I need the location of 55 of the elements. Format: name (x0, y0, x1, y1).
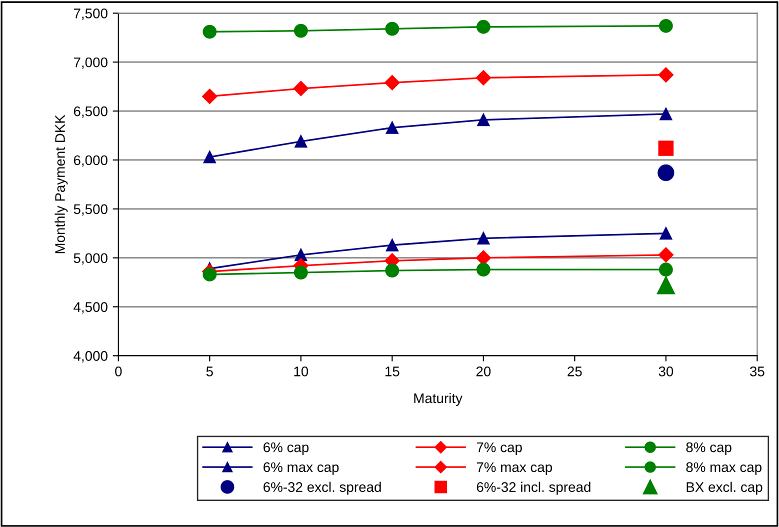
point (658, 67, 674, 82)
legend-label: BX excl. cap (686, 482, 762, 495)
point (658, 164, 674, 182)
x-tick-label: 5 (206, 366, 213, 376)
point (660, 227, 672, 240)
x-tick-label: 20 (476, 366, 491, 376)
point (476, 262, 490, 277)
legend-label: 6%-32 excl. spread (264, 482, 381, 495)
point (660, 108, 672, 120)
point (477, 232, 490, 245)
legend-label: 7% cap (476, 442, 522, 455)
legend-label: 6%-32 incl. spread (476, 482, 590, 495)
x-tick-label: 30 (658, 366, 674, 376)
x-tick-label: 0 (115, 366, 122, 376)
y-axis-title: Monthly Payment DKK (54, 114, 68, 254)
point (294, 24, 308, 38)
legend-label: 6% max cap (264, 462, 339, 475)
point (658, 140, 674, 156)
x-tick-label: 25 (568, 366, 582, 376)
y-tick-label: 5,500 (74, 204, 108, 216)
y-tick-label: 4,000 (74, 351, 108, 363)
y-tick-label: 4,500 (74, 302, 108, 314)
point (386, 121, 398, 134)
y-tick-label: 5,000 (74, 253, 108, 265)
legend-label: 6% cap (264, 442, 309, 455)
y-tick-label: 6,000 (74, 155, 108, 167)
point (202, 268, 217, 282)
point (202, 24, 217, 39)
y-tick-label: 6,500 (74, 106, 108, 118)
point (294, 135, 308, 148)
legend-label: 8% max cap (686, 462, 762, 475)
point (385, 264, 400, 278)
point (658, 18, 673, 33)
point (476, 250, 491, 266)
y-tick-label: 7,500 (74, 8, 108, 20)
y-tick-label: 7,000 (74, 57, 108, 69)
point (203, 150, 216, 164)
point (293, 80, 308, 96)
point (476, 20, 490, 34)
point (202, 88, 218, 104)
x-tick-label: 10 (294, 366, 308, 376)
point (385, 22, 400, 36)
point (294, 266, 308, 280)
x-tick-label: 15 (386, 366, 400, 376)
point (476, 70, 491, 86)
point (477, 114, 490, 126)
point (656, 276, 675, 294)
point (658, 247, 674, 262)
x-tick-label: 35 (750, 366, 764, 376)
point (658, 262, 673, 277)
point (386, 238, 398, 252)
x-axis-title: Maturity (414, 392, 462, 406)
legend-label: 7% max cap (476, 462, 552, 475)
point (384, 75, 400, 90)
legend-label: 8% cap (686, 442, 732, 455)
